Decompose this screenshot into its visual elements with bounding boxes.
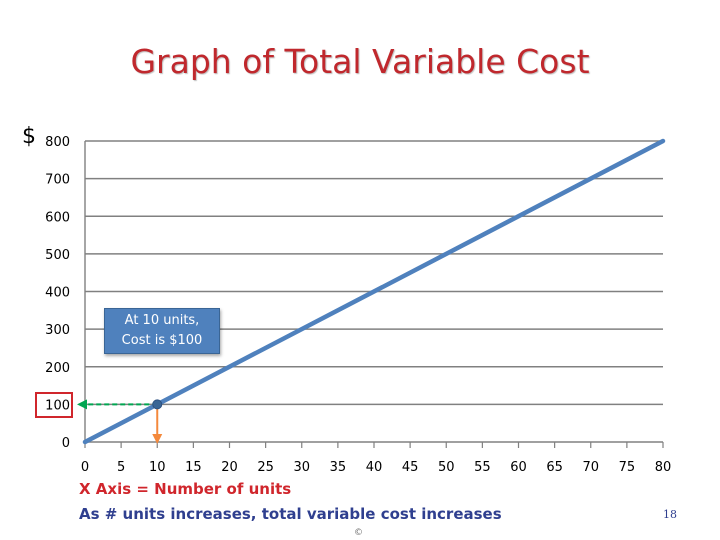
x-tick-label-30: 30 bbox=[293, 460, 310, 475]
copyright-mark: © bbox=[354, 528, 363, 538]
annotation-callout: At 10 units, Cost is $100 bbox=[104, 308, 220, 354]
y-tick-label-100: 100 bbox=[45, 398, 70, 413]
x-tick-label-35: 35 bbox=[330, 460, 347, 475]
page-number: 18 bbox=[663, 508, 677, 521]
x-tick-label-10: 10 bbox=[149, 460, 166, 475]
vertical-guide-arrowhead bbox=[152, 434, 163, 444]
x-tick-label-55: 55 bbox=[474, 460, 491, 475]
x-axis-label: X Axis = Number of units bbox=[79, 480, 292, 498]
x-tick-label-5: 5 bbox=[117, 460, 125, 475]
x-tick-label-80: 80 bbox=[655, 460, 672, 475]
callout-line-2: Cost is $100 bbox=[121, 333, 203, 348]
x-tick-label-45: 45 bbox=[402, 460, 419, 475]
x-tick-label-70: 70 bbox=[582, 460, 599, 475]
y-tick-label-200: 200 bbox=[45, 361, 70, 376]
x-tick-label-75: 75 bbox=[619, 460, 636, 475]
x-tick-label-25: 25 bbox=[257, 460, 274, 475]
x-tick-label-20: 20 bbox=[221, 460, 238, 475]
x-tick-label-65: 65 bbox=[546, 460, 563, 475]
chart-title: Graph of Total Variable Cost bbox=[130, 42, 590, 81]
y-tick-label-300: 300 bbox=[45, 323, 70, 338]
x-tick-label-60: 60 bbox=[510, 460, 527, 475]
summary-note: As # units increases, total variable cos… bbox=[79, 505, 502, 523]
y-tick-label-600: 600 bbox=[45, 210, 70, 225]
x-tick-label-15: 15 bbox=[185, 460, 202, 475]
callout-line-1: At 10 units, bbox=[124, 313, 200, 328]
x-tick-label-0: 0 bbox=[81, 460, 89, 475]
series-line-0 bbox=[82, 138, 666, 445]
y-tick-label-400: 400 bbox=[45, 286, 70, 301]
y-value-highlight-box bbox=[35, 392, 73, 418]
y-axis-label: $ bbox=[22, 124, 36, 149]
highlight-point-marker bbox=[152, 399, 163, 410]
y-tick-label-800: 800 bbox=[45, 135, 70, 150]
x-tick-label-40: 40 bbox=[366, 460, 383, 475]
horizontal-guide-arrowhead bbox=[77, 399, 87, 410]
y-tick-label-0: 0 bbox=[62, 436, 70, 451]
y-tick-label-700: 700 bbox=[45, 173, 70, 188]
y-tick-label-500: 500 bbox=[45, 248, 70, 263]
x-tick-label-50: 50 bbox=[438, 460, 455, 475]
